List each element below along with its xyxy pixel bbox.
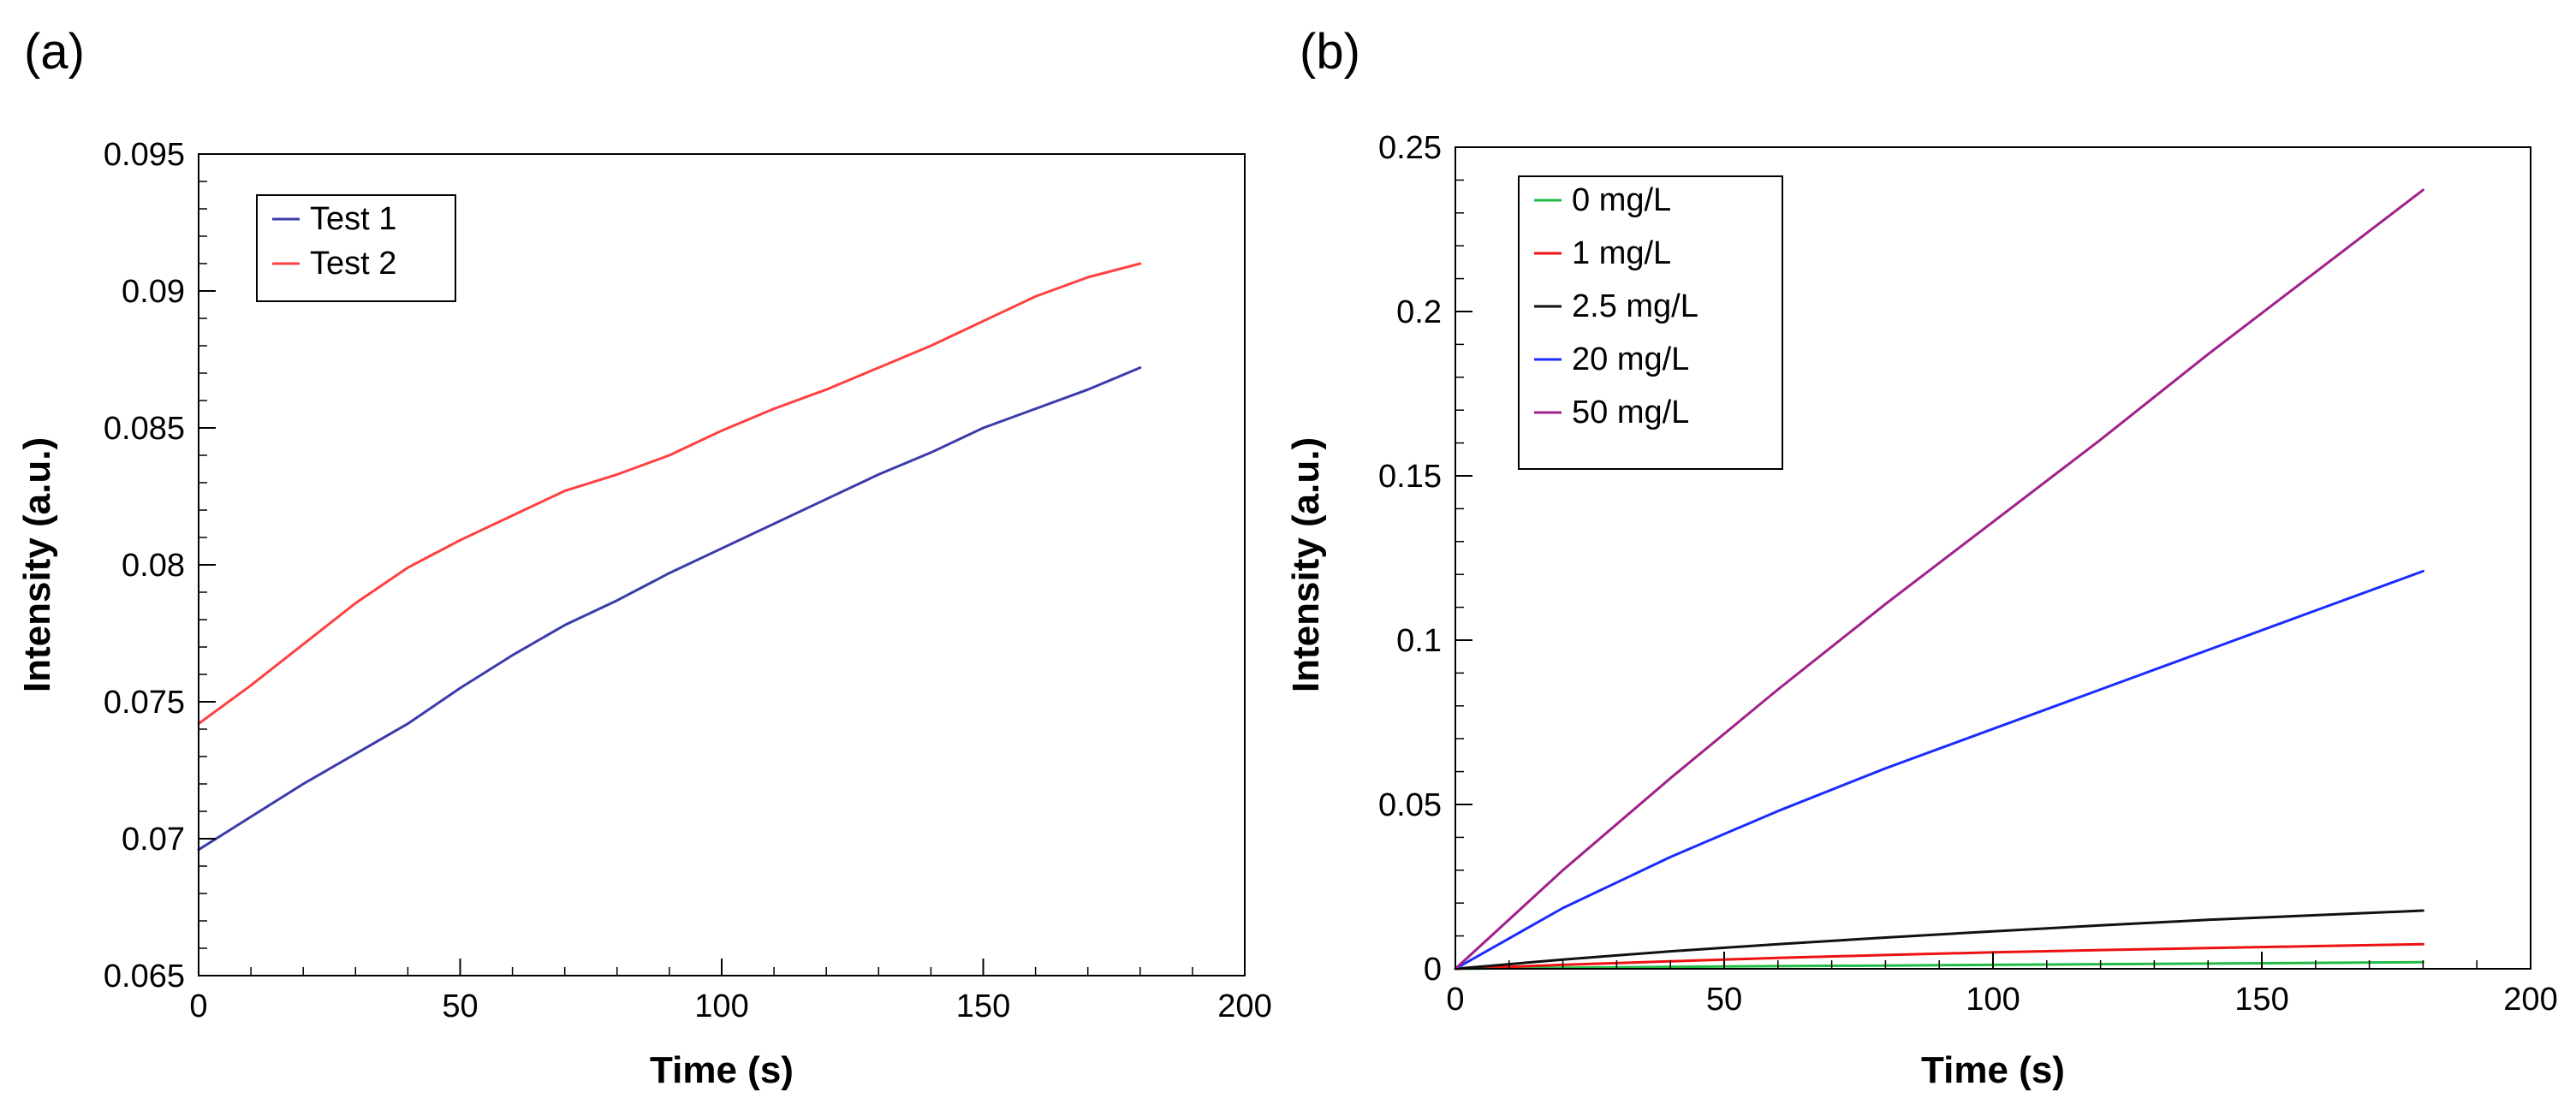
- y-tick-label-b-5: 0.25: [1378, 130, 1442, 166]
- y-tick-label-a-3: 0.08: [122, 548, 185, 584]
- legend-a: Test 1 Test 2: [256, 194, 456, 302]
- x-tick-label-a-1: 50: [442, 988, 478, 1024]
- x-tick-label-b-1: 50: [1706, 982, 1742, 1018]
- y-axis-title-a: Intensity (a.u.): [16, 437, 58, 692]
- series-line-a-2: [197, 262, 1142, 726]
- y-tick-label-b-4: 0.2: [1396, 294, 1442, 330]
- y-tick-label-a-5: 0.09: [122, 274, 185, 310]
- y-tick-label-a-2: 0.075: [104, 685, 185, 721]
- ticks-a: 0 50 100 150 200 0.065 0.07 0.075 0.08 0.085 0.09 0…: [104, 137, 1272, 1024]
- x-tick-label-b-4: 200: [2503, 982, 2557, 1018]
- series-line-b-4: [1454, 569, 2424, 971]
- chart-panel-a: (a) 0 50 100 150 2000.0650.070.0750.080.0850…: [16, 24, 1272, 1091]
- panel-label-a: (a): [24, 24, 85, 80]
- x-tick-label-b-3: 150: [2234, 982, 2288, 1018]
- chart-panel-b: (b) 0 50 100 150 200 0 0.05 0.1 0.15 0.2 0.25 Time…: [1285, 24, 2558, 1091]
- y-tick-label-a-4: 0.085: [104, 411, 185, 447]
- series-line-b-5: [1454, 188, 2424, 971]
- legend-label-a-2: Test 2: [310, 246, 396, 282]
- legend-b: 0 mg/L 1 mg/L 2.5 mg/L 20 mg/L 50 mg/L: [1518, 175, 1783, 470]
- y-tick-label-b-3: 0.15: [1378, 459, 1442, 495]
- y-tick-label-a-6: 0.095: [104, 137, 185, 173]
- legend-label-b-2: 1 mg/L: [1572, 235, 1671, 271]
- x-tick-label-b-2: 100: [1966, 982, 2020, 1018]
- legend-label-b-1: 0 mg/L: [1572, 182, 1671, 218]
- y-tick-label-b-0: 0: [1424, 952, 1442, 988]
- panel-label-b: (b): [1300, 24, 1360, 80]
- legend-box-b: [1518, 175, 1783, 470]
- ticks-b: 0 50 100 150 200 0 0.05 0.1 0.15 0.2 0.25: [1378, 130, 2558, 1018]
- legend-label-b-3: 2.5 mg/L: [1572, 288, 1698, 324]
- y-tick-label-b-1: 0.05: [1378, 787, 1442, 823]
- x-axis-title-b: Time (s): [1921, 1049, 2065, 1091]
- legend-label-b-4: 20 mg/L: [1572, 341, 1689, 377]
- plot-area-a: [197, 262, 1142, 852]
- legend-box-a: [256, 194, 456, 302]
- y-tick-label-a-1: 0.07: [122, 822, 185, 858]
- x-tick-label-a-0: 0: [189, 988, 207, 1024]
- legend-label-b-5: 50 mg/L: [1572, 395, 1689, 430]
- y-axis-title-b: Intensity (a.u.): [1285, 437, 1327, 692]
- x-tick-label-a-4: 200: [1217, 988, 1271, 1024]
- series-line-b-3: [1454, 909, 2424, 971]
- y-tick-label-b-2: 0.1: [1396, 623, 1442, 659]
- x-axis-title-a: Time (s): [650, 1049, 794, 1091]
- x-tick-label-a-2: 100: [694, 988, 748, 1024]
- x-tick-label-b-0: 0: [1446, 982, 1464, 1018]
- series-line-a-1: [197, 366, 1142, 852]
- legend-label-a-1: Test 1: [310, 201, 396, 237]
- y-tick-label-a-0: 0.065: [104, 959, 185, 994]
- x-tick-label-a-3: 150: [956, 988, 1010, 1024]
